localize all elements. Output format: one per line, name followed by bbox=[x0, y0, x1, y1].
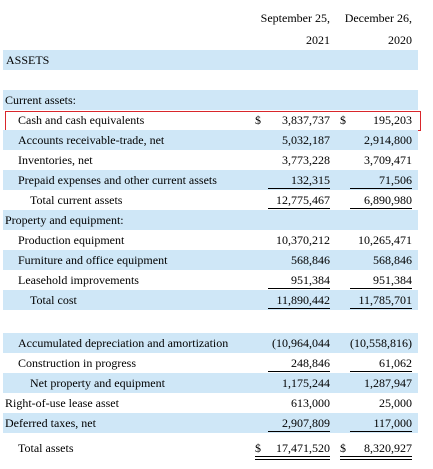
currency-symbol: $ bbox=[340, 113, 346, 127]
row-label: Right-of-use lease asset bbox=[5, 396, 119, 410]
value: 10,370,212 bbox=[276, 233, 330, 247]
row-label: Production equipment bbox=[18, 233, 125, 247]
underline bbox=[268, 431, 330, 432]
row-band bbox=[3, 90, 418, 110]
column-header: 2021 bbox=[306, 33, 330, 47]
value: 568,846 bbox=[291, 253, 330, 267]
underline bbox=[350, 371, 412, 372]
value: 568,846 bbox=[373, 253, 412, 267]
value: 3,773,228 bbox=[282, 153, 330, 167]
underline bbox=[350, 208, 412, 209]
row-label: Total current assets bbox=[30, 193, 123, 207]
row-label: Accumulated depreciation and amortizatio… bbox=[18, 336, 229, 350]
value: 17,471,520 bbox=[276, 441, 330, 455]
currency-symbol: $ bbox=[255, 441, 261, 455]
value: 11,890,442 bbox=[276, 293, 330, 307]
row-label: Total assets bbox=[18, 441, 74, 455]
column-header: 2020 bbox=[388, 33, 412, 47]
row-label: Deferred taxes, net bbox=[5, 416, 96, 430]
row-label: Prepaid expenses and other current asset… bbox=[18, 173, 217, 187]
value: 25,000 bbox=[379, 396, 412, 410]
value: 951,384 bbox=[291, 273, 330, 287]
row-band bbox=[3, 413, 418, 433]
value: 248,846 bbox=[291, 356, 330, 370]
row-band bbox=[3, 373, 418, 393]
value: 8,320,927 bbox=[364, 441, 412, 455]
value: 61,062 bbox=[379, 356, 412, 370]
value: 6,890,980 bbox=[364, 193, 412, 207]
section-band bbox=[3, 50, 418, 70]
value: 12,775,467 bbox=[276, 193, 330, 207]
value: 1,287,947 bbox=[364, 376, 412, 390]
value: 2,914,800 bbox=[364, 133, 412, 147]
row-band bbox=[3, 333, 418, 353]
value: 117,000 bbox=[373, 416, 412, 430]
value: 613,000 bbox=[291, 396, 330, 410]
highlight-box bbox=[5, 111, 421, 131]
column-header: September 25, bbox=[260, 11, 330, 25]
row-band bbox=[3, 290, 418, 310]
value: 951,384 bbox=[373, 273, 412, 287]
underline bbox=[350, 288, 412, 289]
section-title: ASSETS bbox=[6, 53, 50, 67]
column-header: December 26, bbox=[344, 11, 412, 25]
row-label: Property and equipment: bbox=[5, 213, 124, 227]
value: 71,506 bbox=[379, 173, 412, 187]
row-band bbox=[3, 170, 418, 190]
underline bbox=[268, 188, 330, 189]
row-band bbox=[3, 130, 418, 150]
row-label: Leasehold improvements bbox=[18, 273, 139, 287]
value: 10,265,471 bbox=[358, 233, 412, 247]
row-label: Current assets: bbox=[5, 93, 76, 107]
value: 5,032,187 bbox=[282, 133, 330, 147]
row-label: Furniture and office equipment bbox=[18, 253, 168, 267]
value: (10,558,816) bbox=[350, 336, 412, 350]
row-label: Construction in progress bbox=[18, 356, 136, 370]
row-band bbox=[3, 250, 418, 270]
currency-symbol: $ bbox=[255, 113, 261, 127]
row-label: Cash and cash equivalents bbox=[18, 113, 145, 127]
value: 2,907,809 bbox=[282, 416, 330, 430]
underline bbox=[268, 288, 330, 289]
row-label: Net property and equipment bbox=[30, 376, 165, 390]
value: 3,837,737 bbox=[282, 113, 330, 127]
double-underline bbox=[255, 456, 330, 460]
row-band bbox=[3, 210, 418, 230]
underline bbox=[268, 371, 330, 372]
value: 1,175,244 bbox=[282, 376, 330, 390]
value: 132,315 bbox=[291, 173, 330, 187]
value: 3,709,471 bbox=[364, 153, 412, 167]
underline bbox=[268, 308, 330, 309]
currency-symbol: $ bbox=[340, 441, 346, 455]
double-underline bbox=[340, 456, 412, 460]
value: (10,964,044 bbox=[272, 336, 330, 350]
value: 11,785,701 bbox=[358, 293, 412, 307]
row-label: Inventories, net bbox=[18, 153, 93, 167]
row-label: Total cost bbox=[30, 293, 77, 307]
underline bbox=[350, 308, 412, 309]
value: 195,203 bbox=[373, 113, 412, 127]
underline bbox=[350, 431, 412, 432]
row-label: Accounts receivable-trade, net bbox=[18, 133, 165, 147]
underline bbox=[268, 208, 330, 209]
underline bbox=[350, 188, 412, 189]
